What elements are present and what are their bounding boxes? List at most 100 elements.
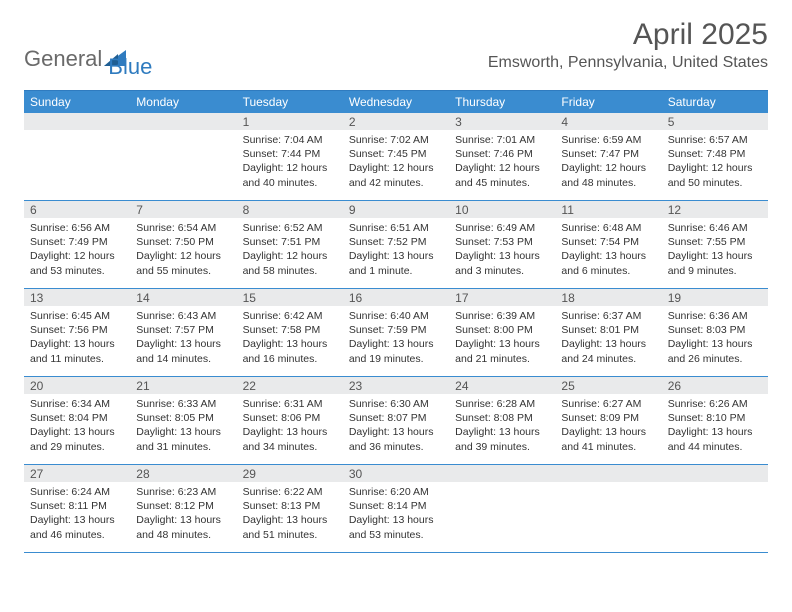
sunrise-text: Sunrise: 6:31 AM [243,397,337,411]
day-number: 7 [130,201,236,218]
day-cell: Sunrise: 6:46 AMSunset: 7:55 PMDaylight:… [662,218,768,288]
sunset-text: Sunset: 7:54 PM [561,235,655,249]
sunset-text: Sunset: 8:12 PM [136,499,230,513]
day-number: 23 [343,377,449,394]
sunrise-text: Sunrise: 6:20 AM [349,485,443,499]
day-cell: Sunrise: 6:26 AMSunset: 8:10 PMDaylight:… [662,394,768,464]
daylight-text: Daylight: 13 hours and 29 minutes. [30,425,124,453]
dow-tuesday: Tuesday [237,91,343,113]
daylight-text: Daylight: 13 hours and 14 minutes. [136,337,230,365]
sunset-text: Sunset: 7:53 PM [455,235,549,249]
sunrise-text: Sunrise: 6:46 AM [668,221,762,235]
day-number: 18 [555,289,661,306]
day-number: 27 [24,465,130,482]
dow-row: Sunday Monday Tuesday Wednesday Thursday… [24,91,768,113]
day-number: 16 [343,289,449,306]
dow-sunday: Sunday [24,91,130,113]
day-number: 1 [237,113,343,130]
day-cell: Sunrise: 6:39 AMSunset: 8:00 PMDaylight:… [449,306,555,376]
daylight-text: Daylight: 13 hours and 34 minutes. [243,425,337,453]
daylight-text: Daylight: 13 hours and 44 minutes. [668,425,762,453]
title-block: April 2025 Emsworth, Pennsylvania, Unite… [488,18,768,72]
day-number: 2 [343,113,449,130]
dow-saturday: Saturday [662,91,768,113]
day-cell: Sunrise: 6:23 AMSunset: 8:12 PMDaylight:… [130,482,236,552]
day-cell: Sunrise: 6:49 AMSunset: 7:53 PMDaylight:… [449,218,555,288]
sunset-text: Sunset: 8:06 PM [243,411,337,425]
calendar-title: April 2025 [488,18,768,52]
day-cell [24,130,130,200]
sunrise-text: Sunrise: 6:28 AM [455,397,549,411]
day-number: 9 [343,201,449,218]
daylight-text: Daylight: 12 hours and 45 minutes. [455,161,549,189]
daylight-text: Daylight: 13 hours and 36 minutes. [349,425,443,453]
day-cell: Sunrise: 6:42 AMSunset: 7:58 PMDaylight:… [237,306,343,376]
day-cell: Sunrise: 6:51 AMSunset: 7:52 PMDaylight:… [343,218,449,288]
sunset-text: Sunset: 8:14 PM [349,499,443,513]
day-number: 19 [662,289,768,306]
sunrise-text: Sunrise: 6:45 AM [30,309,124,323]
day-cell [555,482,661,552]
day-cell: Sunrise: 6:59 AMSunset: 7:47 PMDaylight:… [555,130,661,200]
day-cell: Sunrise: 6:20 AMSunset: 8:14 PMDaylight:… [343,482,449,552]
sunset-text: Sunset: 8:10 PM [668,411,762,425]
sunrise-text: Sunrise: 6:23 AM [136,485,230,499]
daynum-row: 6789101112 [24,201,768,218]
sunrise-text: Sunrise: 6:56 AM [30,221,124,235]
sunrise-text: Sunrise: 6:34 AM [30,397,124,411]
daylight-text: Daylight: 12 hours and 40 minutes. [243,161,337,189]
day-cell: Sunrise: 6:52 AMSunset: 7:51 PMDaylight:… [237,218,343,288]
daylight-text: Daylight: 13 hours and 1 minute. [349,249,443,277]
day-cell: Sunrise: 6:43 AMSunset: 7:57 PMDaylight:… [130,306,236,376]
daylight-text: Daylight: 13 hours and 31 minutes. [136,425,230,453]
sunrise-text: Sunrise: 7:01 AM [455,133,549,147]
daylight-text: Daylight: 12 hours and 58 minutes. [243,249,337,277]
day-cell: Sunrise: 6:22 AMSunset: 8:13 PMDaylight:… [237,482,343,552]
day-cell: Sunrise: 6:31 AMSunset: 8:06 PMDaylight:… [237,394,343,464]
daylight-text: Daylight: 13 hours and 16 minutes. [243,337,337,365]
sunset-text: Sunset: 7:58 PM [243,323,337,337]
daylight-text: Daylight: 12 hours and 55 minutes. [136,249,230,277]
day-cell: Sunrise: 6:54 AMSunset: 7:50 PMDaylight:… [130,218,236,288]
daylight-text: Daylight: 12 hours and 42 minutes. [349,161,443,189]
day-cell: Sunrise: 6:45 AMSunset: 7:56 PMDaylight:… [24,306,130,376]
sunrise-text: Sunrise: 6:42 AM [243,309,337,323]
week-row: Sunrise: 7:04 AMSunset: 7:44 PMDaylight:… [24,130,768,201]
calendar-subtitle: Emsworth, Pennsylvania, United States [488,54,768,72]
daylight-text: Daylight: 13 hours and 3 minutes. [455,249,549,277]
day-cell: Sunrise: 6:37 AMSunset: 8:01 PMDaylight:… [555,306,661,376]
logo-text-blue: Blue [108,54,152,80]
sunset-text: Sunset: 8:11 PM [30,499,124,513]
day-cell [662,482,768,552]
day-number: 13 [24,289,130,306]
daylight-text: Daylight: 12 hours and 50 minutes. [668,161,762,189]
daynum-row: 20212223242526 [24,377,768,394]
sunrise-text: Sunrise: 7:04 AM [243,133,337,147]
week-row: Sunrise: 6:45 AMSunset: 7:56 PMDaylight:… [24,306,768,377]
sunrise-text: Sunrise: 6:30 AM [349,397,443,411]
daylight-text: Daylight: 13 hours and 51 minutes. [243,513,337,541]
day-cell: Sunrise: 7:02 AMSunset: 7:45 PMDaylight:… [343,130,449,200]
sunrise-text: Sunrise: 6:57 AM [668,133,762,147]
day-number: 10 [449,201,555,218]
day-cell: Sunrise: 6:57 AMSunset: 7:48 PMDaylight:… [662,130,768,200]
day-number: 4 [555,113,661,130]
day-cell: Sunrise: 6:33 AMSunset: 8:05 PMDaylight:… [130,394,236,464]
daylight-text: Daylight: 13 hours and 19 minutes. [349,337,443,365]
day-cell: Sunrise: 7:01 AMSunset: 7:46 PMDaylight:… [449,130,555,200]
day-number: 8 [237,201,343,218]
sunrise-text: Sunrise: 6:43 AM [136,309,230,323]
sunrise-text: Sunrise: 6:26 AM [668,397,762,411]
day-cell [449,482,555,552]
sunset-text: Sunset: 8:09 PM [561,411,655,425]
daylight-text: Daylight: 13 hours and 53 minutes. [349,513,443,541]
sunset-text: Sunset: 8:13 PM [243,499,337,513]
day-number: 26 [662,377,768,394]
sunset-text: Sunset: 8:03 PM [668,323,762,337]
day-number: 30 [343,465,449,482]
day-number: 14 [130,289,236,306]
day-cell: Sunrise: 6:48 AMSunset: 7:54 PMDaylight:… [555,218,661,288]
day-number: 17 [449,289,555,306]
sunrise-text: Sunrise: 6:49 AM [455,221,549,235]
day-number: 3 [449,113,555,130]
